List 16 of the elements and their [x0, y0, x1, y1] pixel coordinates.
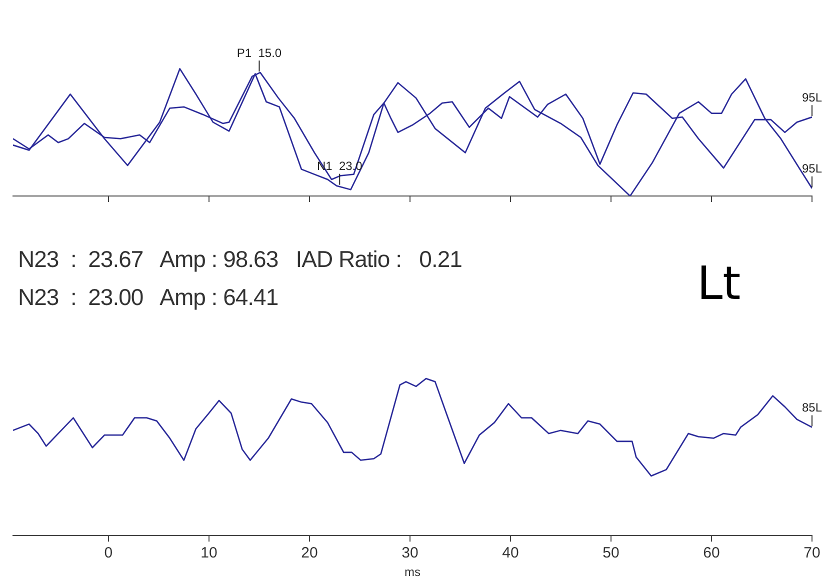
- annotation: P1 15.0: [236, 46, 282, 60]
- text: N23 : 23.67 Amp : 98.63 IAD Ratio : 0.21: [18, 246, 462, 273]
- annotation: 85L: [802, 400, 822, 415]
- annotation: 95L: [802, 162, 822, 176]
- x-tick-label: 0: [104, 544, 113, 562]
- x-tick-label: 10: [200, 544, 218, 562]
- x-axis-title: ms: [404, 565, 420, 580]
- text: Lt: [697, 256, 741, 310]
- annotation: 95L: [802, 90, 822, 104]
- x-tick-label: 30: [402, 544, 418, 562]
- text: N23 : 23.00 Amp : 64.41: [18, 284, 278, 311]
- x-tick-label: 70: [804, 544, 820, 562]
- x-tick-label: 20: [301, 544, 318, 562]
- x-tick-label: 50: [602, 544, 620, 562]
- x-tick-label: 60: [703, 544, 720, 562]
- x-tick-label: 40: [502, 544, 519, 562]
